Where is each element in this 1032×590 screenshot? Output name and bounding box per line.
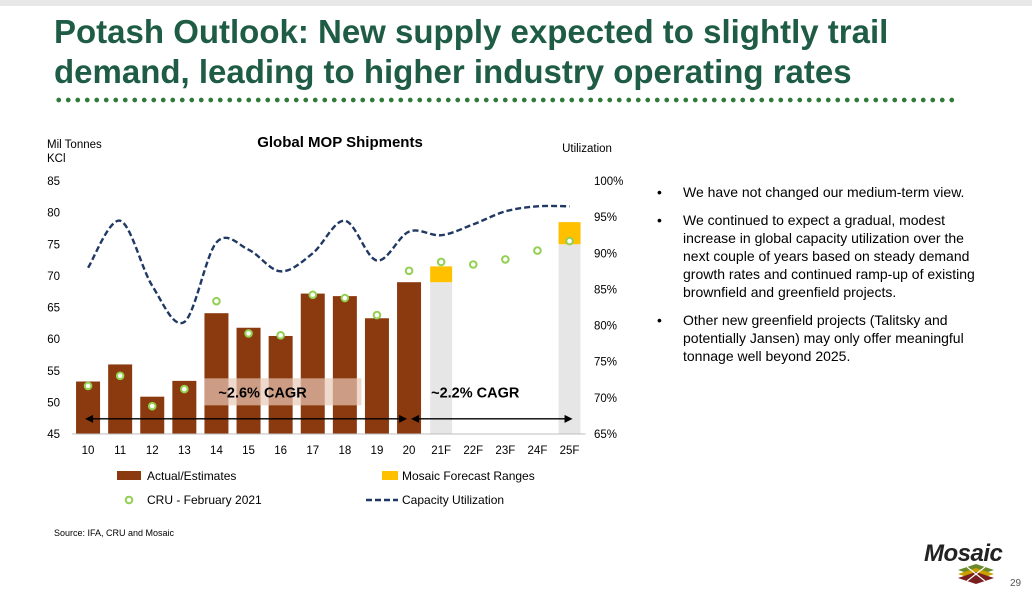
slide-title: Potash Outlook: New supply expected to s… <box>54 13 889 90</box>
legend-label: Mosaic Forecast Ranges <box>402 469 535 483</box>
title-dotted-divider <box>54 96 959 104</box>
bullet-icon: • <box>657 184 662 200</box>
top-bar <box>0 0 1032 6</box>
legend-swatch-forecast <box>382 471 398 480</box>
cagr-arrowhead-right <box>564 414 573 423</box>
actual-bar <box>332 296 357 434</box>
left-tick-label: 50 <box>47 397 60 409</box>
x-tick-label: 24F <box>528 445 548 457</box>
cru-marker <box>180 384 189 394</box>
bullet-item: • We have not changed our medium-term vie… <box>655 183 985 201</box>
cru-marker <box>340 293 350 303</box>
cru-marker <box>468 260 478 269</box>
right-tick-label: 90% <box>594 248 617 260</box>
cru-marker <box>212 296 221 306</box>
chart-title: Global MOP Shipments <box>257 134 423 151</box>
legend-label: Capacity Utilization <box>402 493 504 507</box>
x-tick-label: 22F <box>463 445 483 457</box>
bullet-text: We have not changed our medium-term view… <box>683 184 965 200</box>
actual-bar <box>108 364 133 434</box>
legend-label: CRU - February 2021 <box>147 493 262 507</box>
mop-shipments-chart: Global MOP Shipments Mil Tonnes KCl Utiliza… <box>47 134 623 507</box>
x-tick-label: 15 <box>242 445 255 457</box>
forecast-base-bar <box>430 282 453 434</box>
cru-marker <box>565 236 574 246</box>
left-tick-label: 55 <box>47 366 60 378</box>
right-tick-label: 95% <box>594 212 617 224</box>
left-tick-label: 45 <box>47 429 60 441</box>
left-tick-label: 70 <box>47 271 60 283</box>
cru-marker <box>147 401 157 411</box>
x-tick-label: 10 <box>82 445 95 457</box>
actual-bar <box>397 282 422 434</box>
left-tick-label: 65 <box>47 303 60 315</box>
cru-marker <box>308 290 318 300</box>
left-axis-title: Mil Tonnes <box>47 139 102 151</box>
right-tick-label: 75% <box>594 357 617 369</box>
logo-wordmark: Mosaic <box>924 540 1003 567</box>
cru-marker <box>83 381 93 391</box>
cru-marker <box>533 246 542 255</box>
legend-swatch-actual <box>117 471 141 480</box>
actual-bar <box>204 313 229 434</box>
left-tick-label: 60 <box>47 334 60 346</box>
legend-label: Actual/Estimates <box>147 469 236 483</box>
right-tick-label: 65% <box>594 429 617 441</box>
actual-bar <box>300 293 325 434</box>
right-axis-title: Utilization <box>562 143 612 155</box>
mosaic-logo: Mosaic <box>922 540 1020 590</box>
page-number: 29 <box>1010 578 1022 589</box>
x-tick-label: 16 <box>274 445 287 457</box>
bullet-icon: • <box>657 212 662 228</box>
x-tick-label: 23F <box>495 445 515 457</box>
logo-tile-icon <box>958 564 994 584</box>
cru-marker <box>276 331 285 340</box>
cagr-label-forecast: ~2.2% CAGR <box>431 385 520 401</box>
x-tick-label: 19 <box>371 445 384 457</box>
x-tick-label: 21F <box>431 445 451 457</box>
x-tick-label: 25F <box>560 445 580 457</box>
bullet-item: • We continued to expect a gradual, modes… <box>655 211 985 301</box>
x-tick-label: 17 <box>306 445 319 457</box>
cru-marker <box>436 257 446 267</box>
forecast-range-bar <box>558 222 581 245</box>
forecast-range-bar <box>430 266 453 283</box>
cru-marker <box>372 310 382 320</box>
forecast-base-bar <box>558 244 581 434</box>
cru-marker <box>404 266 414 276</box>
cagr-arrowhead-mid-right <box>411 414 420 423</box>
cagr-arrowhead-mid-left <box>399 414 408 423</box>
cagr-highlight-box <box>204 378 362 406</box>
cru-marker <box>244 329 253 338</box>
x-tick-label: 18 <box>338 445 351 457</box>
left-tick-label: 75 <box>47 239 60 251</box>
left-tick-label: 80 <box>47 208 60 220</box>
legend-swatch-cru <box>124 495 134 505</box>
bullet-item: • Other new greenfield projects (Talitsky… <box>655 311 985 365</box>
actual-bar <box>76 381 101 434</box>
x-tick-label: 13 <box>178 445 191 457</box>
capacity-utilization-line <box>87 204 570 325</box>
left-tick-label: 85 <box>47 176 60 188</box>
cru-marker <box>115 371 125 381</box>
x-tick-label: 11 <box>114 445 126 457</box>
bullet-text: Other new greenfield projects (Talitsky … <box>683 312 964 364</box>
bullet-list: • We have not changed our medium-term vie… <box>655 183 985 375</box>
cagr-arrowhead-left <box>85 414 94 423</box>
right-tick-label: 70% <box>594 393 617 405</box>
bullet-icon: • <box>657 312 662 328</box>
x-tick-label: 20 <box>403 445 416 457</box>
bullet-text: We continued to expect a gradual, modest… <box>683 212 975 300</box>
right-tick-label: 80% <box>594 321 617 333</box>
cru-marker <box>501 255 510 264</box>
x-tick-label: 12 <box>146 445 159 457</box>
actual-bar <box>364 318 389 434</box>
right-tick-label: 100% <box>594 176 623 188</box>
right-tick-label: 85% <box>594 284 617 296</box>
x-tick-label: 14 <box>210 445 223 457</box>
cagr-label-historic: ~2.6% CAGR <box>218 385 307 401</box>
source-note: Source: IFA, CRU and Mosaic <box>54 528 175 538</box>
left-axis-title-unit: KCl <box>47 153 66 165</box>
